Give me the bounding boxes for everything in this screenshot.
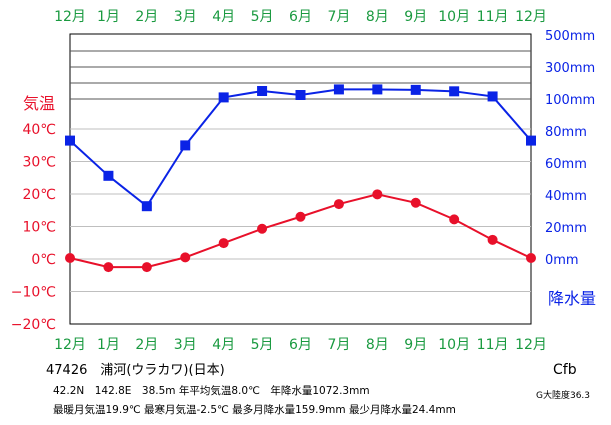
- month-label-top: 7月: [327, 9, 350, 25]
- precipitation-axis-title: 降水量: [548, 289, 596, 308]
- station-title: 47426 浦河(ウラカワ)(日本): [46, 363, 225, 378]
- precipitation-point: [410, 84, 421, 95]
- temperature-point: [372, 189, 383, 200]
- precipitation-point: [526, 135, 536, 146]
- precipitation-tick-label: 300mm: [545, 61, 595, 76]
- temperature-point: [295, 211, 306, 222]
- month-label-bottom: 10月: [438, 337, 470, 353]
- precipitation-tick-label: 100mm: [545, 93, 595, 108]
- precipitation-tick-label: 80mm: [545, 125, 587, 140]
- month-label-bottom: 3月: [174, 337, 197, 353]
- month-label-bottom: 7月: [327, 337, 350, 353]
- temperature-axis-title: 気温: [23, 94, 55, 113]
- temperature-point: [257, 223, 268, 234]
- precipitation-tick-label: 500mm: [545, 29, 595, 44]
- month-label-top: 8月: [366, 9, 389, 25]
- station-stats-line-1: 42.2N 142.8E 38.5m 年平均気温8.0℃ 年降水量1072.3m…: [53, 385, 370, 397]
- continentality-index: G大陸度36.3: [536, 391, 591, 401]
- precipitation-tick-label: 60mm: [545, 157, 587, 172]
- temperature-tick-label: 40℃: [22, 122, 56, 138]
- precipitation-point: [218, 92, 229, 103]
- temperature-point: [526, 253, 536, 264]
- temperature-point: [218, 238, 229, 249]
- plot-frame: [69, 33, 532, 325]
- precipitation-point: [449, 86, 460, 97]
- temperature-tick-label: 30℃: [22, 155, 56, 171]
- temperature-point: [333, 199, 344, 210]
- temperature-tick-label: 20℃: [22, 187, 56, 203]
- precipitation-point: [103, 170, 114, 181]
- month-label-bottom: 9月: [404, 337, 427, 353]
- month-label-bottom: 6月: [289, 337, 312, 353]
- precipitation-point: [372, 84, 383, 95]
- month-label-top: 9月: [404, 9, 427, 25]
- temperature-tick-label: −20℃: [11, 317, 56, 333]
- station-stats-line-2: 最暖月気温19.9℃ 最寒月気温-2.5℃ 最多月降水量159.9mm 最少月降…: [53, 404, 456, 416]
- month-label-bottom: 5月: [251, 337, 274, 353]
- temperature-tick-label: −10℃: [11, 285, 56, 301]
- month-label-top: 5月: [251, 9, 274, 25]
- temperature-line: [69, 193, 532, 269]
- month-label-bottom: 1月: [97, 337, 120, 353]
- month-label-top: 4月: [212, 9, 235, 25]
- month-label-bottom: 12月: [54, 337, 86, 353]
- temperature-point: [180, 252, 191, 263]
- koppen-class: Cfb: [553, 362, 577, 378]
- month-label-top: 12月: [54, 9, 86, 25]
- month-label-bottom: 8月: [366, 337, 389, 353]
- precipitation-tick-label: 40mm: [545, 189, 587, 204]
- precipitation-line: [69, 88, 532, 208]
- month-label-top: 10月: [438, 9, 470, 25]
- month-label-bottom: 4月: [212, 337, 235, 353]
- temperature-point: [65, 253, 75, 264]
- month-label-top: 6月: [289, 9, 312, 25]
- temperature-point: [141, 262, 152, 273]
- month-label-bottom: 2月: [135, 337, 158, 353]
- precipitation-point: [257, 86, 268, 96]
- temperature-point: [103, 262, 114, 273]
- precipitation-point: [141, 201, 152, 212]
- precipitation-point: [65, 135, 75, 146]
- precipitation-tick-label: 0mm: [545, 253, 579, 268]
- month-label-top: 1月: [97, 9, 120, 25]
- precipitation-point: [487, 91, 498, 102]
- precipitation-point: [333, 84, 344, 95]
- month-label-top: 2月: [135, 9, 158, 25]
- precipitation-point: [180, 140, 191, 151]
- temperature-tick-label: 0℃: [31, 252, 56, 268]
- precipitation-tick-label: 20mm: [545, 221, 587, 236]
- temperature-point: [487, 234, 498, 245]
- month-label-top: 11月: [477, 9, 509, 25]
- month-label-top: 3月: [174, 9, 197, 25]
- month-label-bottom: 11月: [477, 337, 509, 353]
- temperature-point: [410, 197, 421, 208]
- temperature-tick-label: 10℃: [22, 220, 56, 236]
- month-label-top: 12月: [515, 9, 547, 25]
- month-label-bottom: 12月: [515, 337, 547, 353]
- precipitation-point: [295, 90, 306, 100]
- temperature-point: [449, 214, 460, 225]
